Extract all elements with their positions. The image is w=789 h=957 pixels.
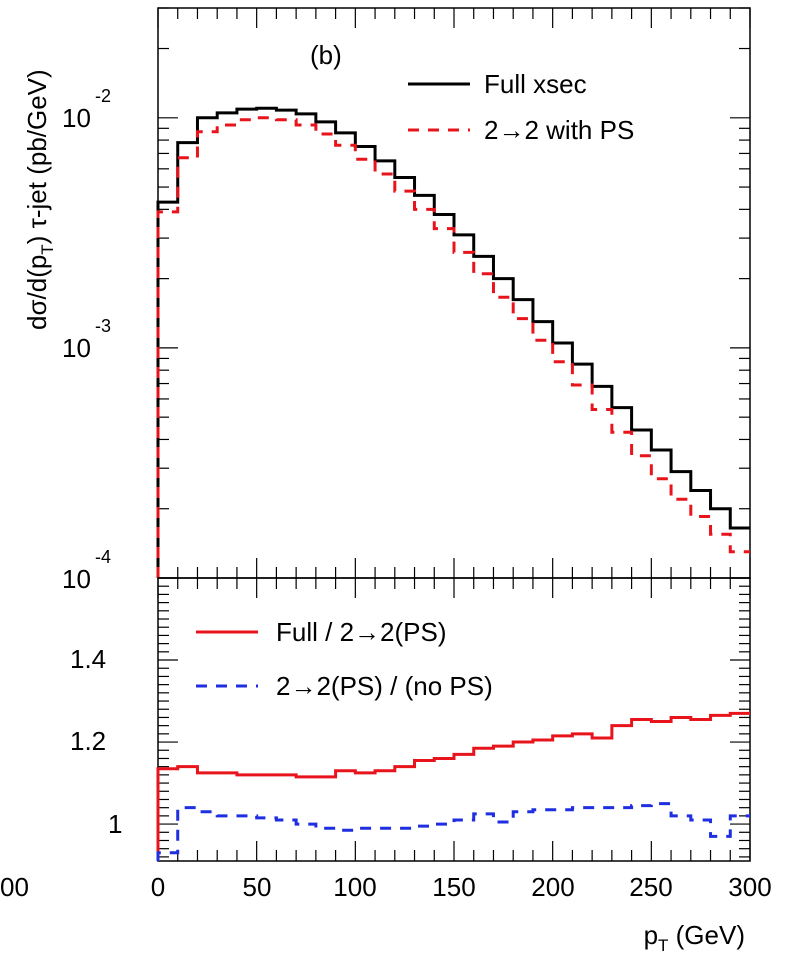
spectrum-frame	[157, 7, 751, 579]
svg-text:-2: -2	[95, 86, 111, 106]
spectrum-axis-ticks	[157, 7, 751, 579]
svg-text:-3: -3	[95, 316, 111, 336]
ratio-y-tick-label: 1.2	[70, 726, 106, 756]
ratio-series-line-0	[156, 711, 750, 861]
spectrum-series-line-1	[156, 116, 750, 578]
ratio-series	[156, 711, 750, 861]
ratio-axis-ticks	[157, 577, 751, 861]
legend-label-ps-ratio: 2→2(PS) / (no PS)	[276, 671, 493, 701]
x-tick-label: 300	[728, 872, 771, 902]
ratio-legend: Full / 2→2(PS) 2→2(PS) / (no PS)	[196, 617, 493, 701]
panel-label: (b)	[310, 40, 342, 70]
svg-text:-4: -4	[95, 547, 111, 567]
legend-label-full-xsec: Full xsec	[484, 69, 587, 99]
svg-text:10: 10	[62, 333, 91, 363]
x-tick-label: 150	[432, 872, 475, 902]
spectrum-series-line-0	[156, 106, 750, 578]
legend-label-2to2-ps: 2→2 with PS	[484, 115, 634, 145]
spectrum-series	[156, 106, 750, 578]
x-tick-label: 0	[151, 872, 165, 902]
spectrum-y-tick-label: 10 -3	[62, 316, 111, 363]
x-tick-label: 100	[333, 872, 376, 902]
x-tick-label-clipped: 00	[0, 872, 29, 902]
x-tick-label: 250	[629, 872, 672, 902]
ratio-y-tick-label: 1	[108, 809, 122, 839]
spectrum-y-tick-label: 10 -4	[62, 547, 111, 594]
ratio-y-tick-label: 1.4	[70, 644, 106, 674]
x-tick-label: 200	[531, 872, 574, 902]
x-axis-title: pT (GeV)	[644, 920, 745, 955]
spectrum-y-tick-label: 10 -2	[62, 86, 111, 133]
ratio-series-line-1	[156, 802, 750, 861]
svg-text:10: 10	[62, 103, 91, 133]
spectrum-y-axis-title: dσ/d(pT) τ-jet (pb/GeV)	[22, 69, 57, 330]
legend-label-full-ratio: Full / 2→2(PS)	[276, 617, 447, 647]
spectrum-legend: Full xsec 2→2 with PS	[408, 69, 634, 145]
ratio-panel: Full / 2→2(PS) 2→2(PS) / (no PS) 1 1.2 1…	[0, 577, 772, 955]
spectrum-panel: (b) Full xsec 2→2 with PS 10 -2 10 -3 10…	[22, 7, 751, 594]
svg-text:10: 10	[62, 564, 91, 594]
x-tick-label: 50	[243, 872, 272, 902]
